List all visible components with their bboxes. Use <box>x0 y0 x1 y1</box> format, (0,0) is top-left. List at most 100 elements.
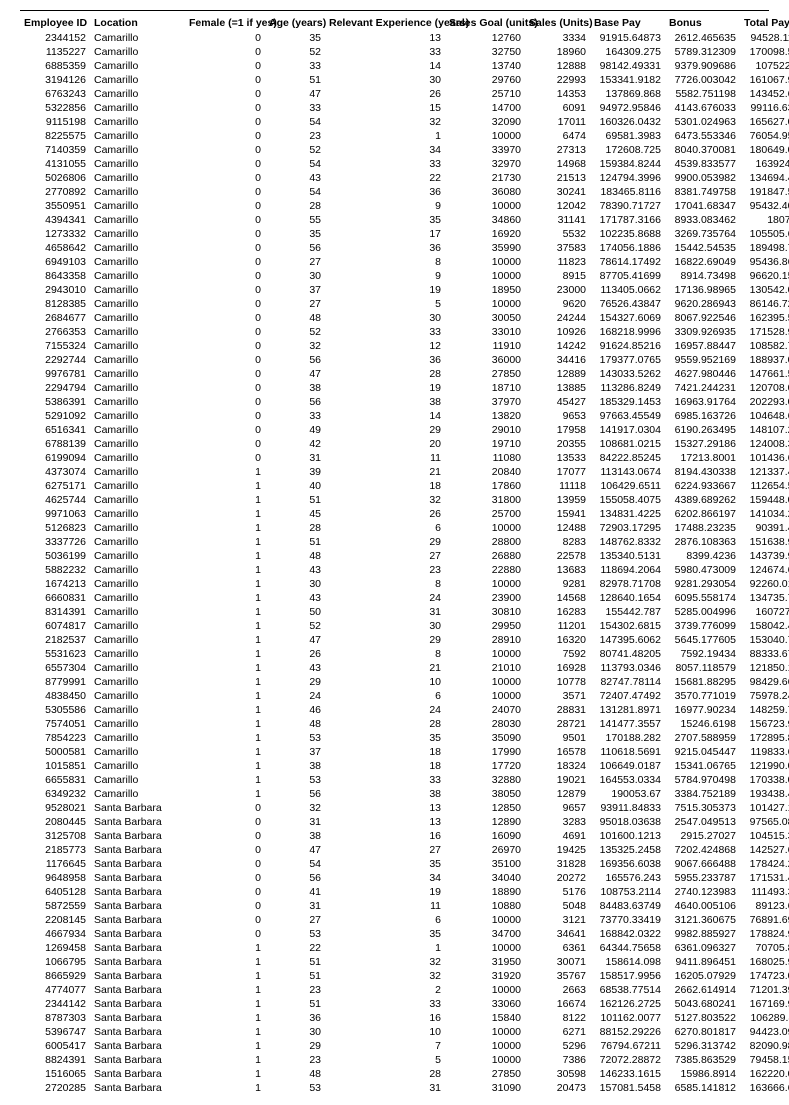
cell-goal: 10000 <box>445 1025 525 1039</box>
cell-total: 134694.4536 <box>740 171 789 185</box>
cell-bonus: 3309.926935 <box>665 325 740 339</box>
cell-age: 28 <box>265 199 325 213</box>
cell-sales: 22578 <box>525 549 590 563</box>
cell-sales: 20272 <box>525 871 590 885</box>
cell-exp: 8 <box>325 577 445 591</box>
cell-exp: 14 <box>325 409 445 423</box>
cell-bonus: 16205.07929 <box>665 969 740 983</box>
cell-emp: 2684677 <box>20 311 90 325</box>
cell-total: 148107.2939 <box>740 423 789 437</box>
table-row: 1269458Santa Barbara122110000636164344.7… <box>20 941 789 955</box>
cell-exp: 10 <box>325 675 445 689</box>
cell-total: 71201.39006 <box>740 983 789 997</box>
cell-exp: 35 <box>325 927 445 941</box>
cell-emp: 4667934 <box>20 927 90 941</box>
cell-fem: 0 <box>185 801 265 815</box>
cell-exp: 17 <box>325 227 445 241</box>
cell-base: 131281.8971 <box>590 703 665 717</box>
cell-exp: 13 <box>325 815 445 829</box>
cell-total: 130542.0559 <box>740 283 789 297</box>
cell-sales: 3334 <box>525 31 590 45</box>
cell-emp: 6005417 <box>20 1039 90 1053</box>
cell-base: 69581.3983 <box>590 129 665 143</box>
cell-sales: 37583 <box>525 241 590 255</box>
cell-emp: 1516065 <box>20 1067 90 1081</box>
table-row: 1516065Santa Barbara14828278503059814623… <box>20 1067 789 1081</box>
cell-sales: 23000 <box>525 283 590 297</box>
cell-goal: 10000 <box>445 913 525 927</box>
cell-emp: 7574051 <box>20 717 90 731</box>
cell-fem: 0 <box>185 927 265 941</box>
cell-emp: 1269458 <box>20 941 90 955</box>
col-header-exp: Relevant Experience (years) <box>325 15 445 31</box>
cell-age: 47 <box>265 367 325 381</box>
cell-bonus: 4539.833577 <box>665 157 740 171</box>
cell-exp: 29 <box>325 423 445 437</box>
cell-loc: Camarillo <box>90 591 185 605</box>
cell-goal: 17860 <box>445 479 525 493</box>
cell-loc: Santa Barbara <box>90 1081 185 1095</box>
cell-goal: 19710 <box>445 437 525 451</box>
cell-exp: 29 <box>325 535 445 549</box>
cell-goal: 11080 <box>445 451 525 465</box>
cell-exp: 24 <box>325 591 445 605</box>
cell-fem: 0 <box>185 353 265 367</box>
cell-loc: Camarillo <box>90 31 185 45</box>
table-row: 4838450Camarillo124610000357172407.47492… <box>20 689 789 703</box>
cell-age: 52 <box>265 619 325 633</box>
cell-loc: Camarillo <box>90 549 185 563</box>
cell-loc: Camarillo <box>90 339 185 353</box>
cell-base: 93911.84833 <box>590 801 665 815</box>
cell-bonus: 2740.123983 <box>665 885 740 899</box>
cell-sales: 3121 <box>525 913 590 927</box>
cell-loc: Camarillo <box>90 493 185 507</box>
cell-fem: 1 <box>185 619 265 633</box>
cell-total: 92260.01014 <box>740 577 789 591</box>
table-row: 7140359Camarillo052343397027313172608.72… <box>20 143 789 157</box>
cell-exp: 20 <box>325 437 445 451</box>
cell-age: 39 <box>265 465 325 479</box>
cell-loc: Camarillo <box>90 325 185 339</box>
cell-fem: 1 <box>185 591 265 605</box>
cell-bonus: 3269.735764 <box>665 227 740 241</box>
cell-sales: 3571 <box>525 689 590 703</box>
cell-goal: 27850 <box>445 367 525 381</box>
cell-total: 88333.67639 <box>740 647 789 661</box>
cell-exp: 23 <box>325 563 445 577</box>
cell-sales: 12889 <box>525 367 590 381</box>
cell-total: 94528.11437 <box>740 31 789 45</box>
cell-goal: 21010 <box>445 661 525 675</box>
cell-sales: 16928 <box>525 661 590 675</box>
cell-total: 171528.9265 <box>740 325 789 339</box>
cell-emp: 6405128 <box>20 885 90 899</box>
cell-base: 128640.1654 <box>590 591 665 605</box>
cell-bonus: 3570.771019 <box>665 689 740 703</box>
cell-base: 168842.0322 <box>590 927 665 941</box>
table-row: 1176645Santa Barbara05435351003182816935… <box>20 857 789 871</box>
cell-total: 107522.403 <box>740 59 789 73</box>
cell-age: 37 <box>265 745 325 759</box>
table-row: 4667934Santa Barbara05335347003464116884… <box>20 927 789 941</box>
cell-exp: 7 <box>325 1039 445 1053</box>
cell-age: 48 <box>265 1067 325 1081</box>
cell-age: 31 <box>265 815 325 829</box>
cell-goal: 35090 <box>445 731 525 745</box>
cell-total: 97565.08589 <box>740 815 789 829</box>
cell-sales: 6091 <box>525 101 590 115</box>
cell-goal: 34860 <box>445 213 525 227</box>
cell-bonus: 6585.141812 <box>665 1081 740 1095</box>
cell-loc: Camarillo <box>90 297 185 311</box>
cell-loc: Camarillo <box>90 745 185 759</box>
cell-emp: 1015851 <box>20 759 90 773</box>
cell-total: 82090.98586 <box>740 1039 789 1053</box>
cell-fem: 1 <box>185 955 265 969</box>
cell-total: 94423.09408 <box>740 1025 789 1039</box>
cell-loc: Camarillo <box>90 535 185 549</box>
cell-bonus: 17136.98965 <box>665 283 740 297</box>
cell-fem: 1 <box>185 787 265 801</box>
cell-sales: 19425 <box>525 843 590 857</box>
cell-loc: Camarillo <box>90 577 185 591</box>
table-row: 1066795Santa Barbara15132319503007115861… <box>20 955 789 969</box>
cell-goal: 31950 <box>445 955 525 969</box>
cell-total: 124674.6794 <box>740 563 789 577</box>
